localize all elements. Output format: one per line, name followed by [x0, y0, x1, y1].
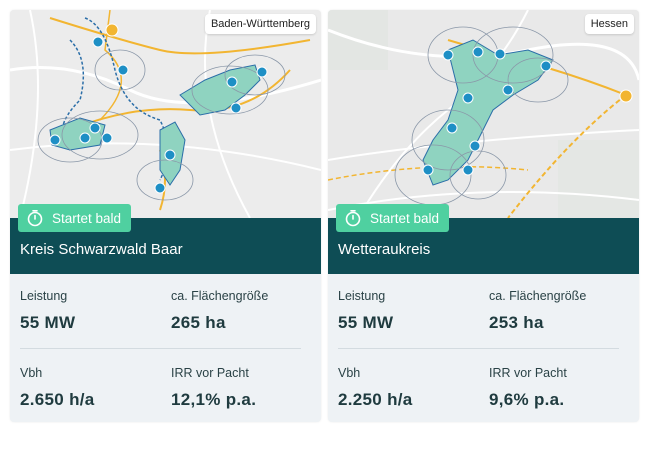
- project-stats: Leistung 55 MW ca. Flächengröße 265 ha V…: [10, 274, 321, 422]
- stat-vbh: Vbh 2.250 h/a: [338, 366, 478, 410]
- status-badge: Startet bald: [18, 204, 132, 232]
- power-connection-icon: [105, 23, 119, 37]
- project-card-wetteraukreis[interactable]: Hessen Startet bald Wetteraukreis Leistu…: [328, 10, 639, 422]
- stat-leistung: Leistung 55 MW: [20, 289, 160, 333]
- stat-value: 265 ha: [171, 313, 226, 332]
- stat-label: ca. Flächengröße: [489, 289, 587, 303]
- timer-icon: [27, 209, 43, 227]
- stat-value: 55 MW: [338, 313, 394, 332]
- stat-irr: IRR vor Pacht 9,6% p.a.: [489, 366, 629, 410]
- stat-label: Leistung: [338, 289, 386, 303]
- stat-value: 55 MW: [20, 313, 76, 332]
- status-label: Startet bald: [52, 210, 122, 226]
- stat-value: 253 ha: [489, 313, 544, 332]
- stat-label: ca. Flächengröße: [171, 289, 269, 303]
- timer-icon: [345, 209, 361, 227]
- region-badge: Baden-Württemberg: [204, 14, 316, 34]
- divider: [338, 348, 619, 349]
- stat-label: IRR vor Pacht: [489, 366, 567, 380]
- stat-value: 2.250 h/a: [338, 390, 413, 409]
- stat-value: 12,1% p.a.: [171, 390, 257, 409]
- stat-label: Leistung: [20, 289, 68, 303]
- stat-leistung: Leistung 55 MW: [338, 289, 478, 333]
- region-badge: Hessen: [584, 14, 634, 34]
- stat-label: Vbh: [338, 366, 361, 380]
- divider: [20, 348, 301, 349]
- stat-irr: IRR vor Pacht 12,1% p.a.: [171, 366, 311, 410]
- power-connection-icon: [619, 89, 633, 103]
- status-label: Startet bald: [370, 210, 440, 226]
- stat-label: Vbh: [20, 366, 43, 380]
- project-stats: Leistung 55 MW ca. Flächengröße 253 ha V…: [328, 274, 639, 422]
- stat-vbh: Vbh 2.650 h/a: [20, 366, 160, 410]
- stat-label: IRR vor Pacht: [171, 366, 249, 380]
- stat-value: 2.650 h/a: [20, 390, 95, 409]
- map-illustration: [328, 10, 639, 218]
- stat-flaechengroesse: ca. Flächengröße 253 ha: [489, 289, 629, 333]
- project-card-schwarzwald-baar[interactable]: Baden-Württemberg Startet bald Kreis Sch…: [10, 10, 321, 422]
- stat-flaechengroesse: ca. Flächengröße 265 ha: [171, 289, 311, 333]
- project-map: Baden-Württemberg: [10, 10, 321, 218]
- stat-value: 9,6% p.a.: [489, 390, 565, 409]
- project-map: Hessen: [328, 10, 639, 218]
- map-illustration: [10, 10, 321, 218]
- status-badge: Startet bald: [336, 204, 450, 232]
